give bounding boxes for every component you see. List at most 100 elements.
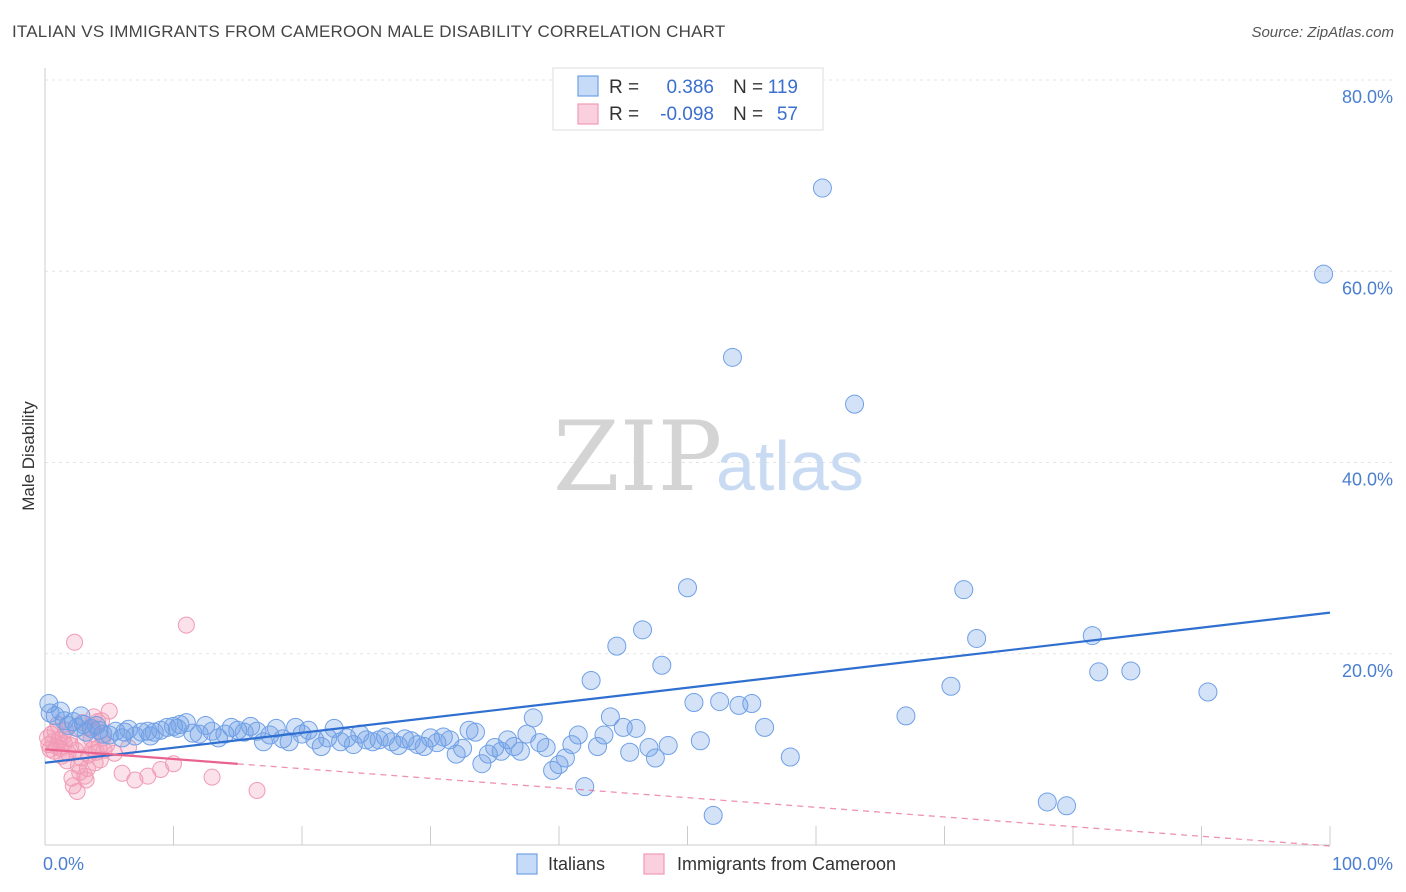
- point-s0-87: [594, 725, 614, 745]
- point-s0-85: [581, 671, 601, 691]
- point-s0-95: [645, 748, 665, 768]
- stats-swatch-cameroon: [577, 103, 599, 125]
- point-s0-119: [1198, 682, 1218, 702]
- legend-swatch-cameroon: [643, 853, 665, 875]
- point-s0-17: [144, 722, 164, 742]
- point-s0-68: [472, 754, 492, 774]
- point-s0-101: [703, 805, 723, 825]
- stats-n-label-2: N =: [733, 104, 763, 125]
- stats-r-label-1: R =: [609, 77, 639, 98]
- point-s1-23: [68, 782, 86, 800]
- trend-line-cameroon: [44, 748, 238, 765]
- point-s1-50: [126, 771, 144, 789]
- point-s0-19: [157, 717, 177, 737]
- legend-swatch-italians: [516, 853, 538, 875]
- grid-lines: [45, 79, 1393, 655]
- legend-label-italians: Italians: [548, 854, 605, 874]
- x-tick-label-0: 0.0%: [43, 854, 84, 874]
- points-italians: [39, 178, 1334, 825]
- watermark-atlas: atlas: [716, 427, 864, 505]
- point-s0-71: [491, 741, 511, 761]
- point-s0-118: [1121, 661, 1141, 681]
- y-tick-label-0: 20.0%: [1342, 661, 1393, 681]
- point-s0-91: [620, 742, 640, 762]
- point-s0-106: [755, 717, 775, 737]
- point-s0-67: [465, 722, 485, 742]
- point-s0-112: [954, 580, 974, 600]
- y-tick-label-2: 60.0%: [1342, 278, 1393, 298]
- point-s1-54: [177, 616, 195, 634]
- point-s0-93: [633, 620, 653, 640]
- stats-n-value-1: 119: [768, 77, 798, 98]
- point-s0-109: [845, 394, 865, 414]
- stats-r-value-2: -0.098: [660, 104, 714, 125]
- point-s0-117: [1089, 662, 1109, 682]
- trend-lines: [44, 611, 1331, 847]
- point-s0-103: [722, 347, 742, 367]
- point-s0-76: [523, 708, 543, 728]
- point-s0-78: [536, 737, 556, 757]
- point-s0-113: [967, 628, 987, 648]
- legend-label-cameroon: Immigrants from Cameroon: [677, 854, 896, 874]
- point-s0-115: [1057, 796, 1077, 816]
- point-s0-33: [247, 721, 267, 741]
- legend: Italians Immigrants from Cameroon: [516, 853, 896, 875]
- point-s0-110: [896, 706, 916, 726]
- x-tick-label-1: 100.0%: [1332, 854, 1393, 874]
- point-s0-111: [941, 676, 961, 696]
- axes: [44, 68, 1331, 846]
- point-s0-83: [568, 725, 588, 745]
- point-s0-97: [658, 736, 678, 756]
- stats-r-value-1: 0.386: [666, 77, 714, 98]
- point-s0-82: [562, 735, 582, 755]
- point-s0-126: [115, 722, 135, 742]
- point-s0-36: [266, 718, 286, 738]
- point-s0-89: [607, 636, 627, 656]
- point-s0-99: [684, 693, 704, 713]
- point-s0-105: [742, 693, 762, 713]
- point-s0-108: [812, 178, 832, 198]
- point-s0-92: [626, 718, 646, 738]
- x-tick-labels: 0.0% 100.0%: [43, 854, 1393, 874]
- point-s0-48: [343, 735, 363, 755]
- trend-line-italians: [44, 611, 1331, 764]
- point-s1-56: [248, 781, 266, 799]
- point-s0-120: [1314, 264, 1334, 284]
- stats-box: R = 0.386 N = 119 R = -0.098 N = 57: [552, 67, 824, 131]
- stats-n-value-2: 57: [777, 104, 798, 125]
- point-s0-51: [363, 732, 383, 752]
- point-s0-66: [459, 720, 479, 740]
- chart-title: ITALIAN VS IMMIGRANTS FROM CAMEROON MALE…: [12, 22, 726, 41]
- y-tick-label-3: 80.0%: [1342, 87, 1393, 107]
- y-tick-labels: 20.0% 40.0% 60.0% 80.0%: [1342, 87, 1393, 681]
- point-s1-21: [66, 633, 84, 651]
- trend-line-cameroon-dashed: [237, 763, 1331, 847]
- stats-swatch-italians: [577, 75, 599, 97]
- chart-source: Source: ZipAtlas.com: [1251, 24, 1394, 41]
- point-s0-65: [453, 738, 473, 758]
- watermark: ZIP atlas: [553, 401, 864, 513]
- point-s1-46: [100, 702, 118, 720]
- point-s0-0: [39, 693, 59, 713]
- y-axis-label: Male Disability: [19, 401, 38, 511]
- point-s0-86: [588, 737, 608, 757]
- point-s0-22: [176, 713, 196, 733]
- point-s0-102: [710, 692, 730, 712]
- points-cameroon: [39, 616, 266, 800]
- point-s0-74: [510, 741, 530, 761]
- point-s1-55: [203, 768, 221, 786]
- stats-r-label-2: R =: [609, 104, 639, 125]
- stats-n-label-1: N =: [733, 77, 763, 98]
- point-s0-127: [140, 726, 160, 746]
- point-s0-98: [678, 578, 697, 598]
- watermark-zip: ZIP: [553, 401, 722, 513]
- point-s1-18: [62, 737, 80, 755]
- point-s0-125: [89, 720, 109, 740]
- point-s0-96: [652, 655, 672, 675]
- point-s0-107: [780, 747, 800, 767]
- y-tick-label-1: 40.0%: [1342, 470, 1393, 490]
- point-s0-56: [395, 729, 415, 749]
- point-s0-100: [690, 731, 710, 751]
- point-s0-94: [639, 737, 659, 757]
